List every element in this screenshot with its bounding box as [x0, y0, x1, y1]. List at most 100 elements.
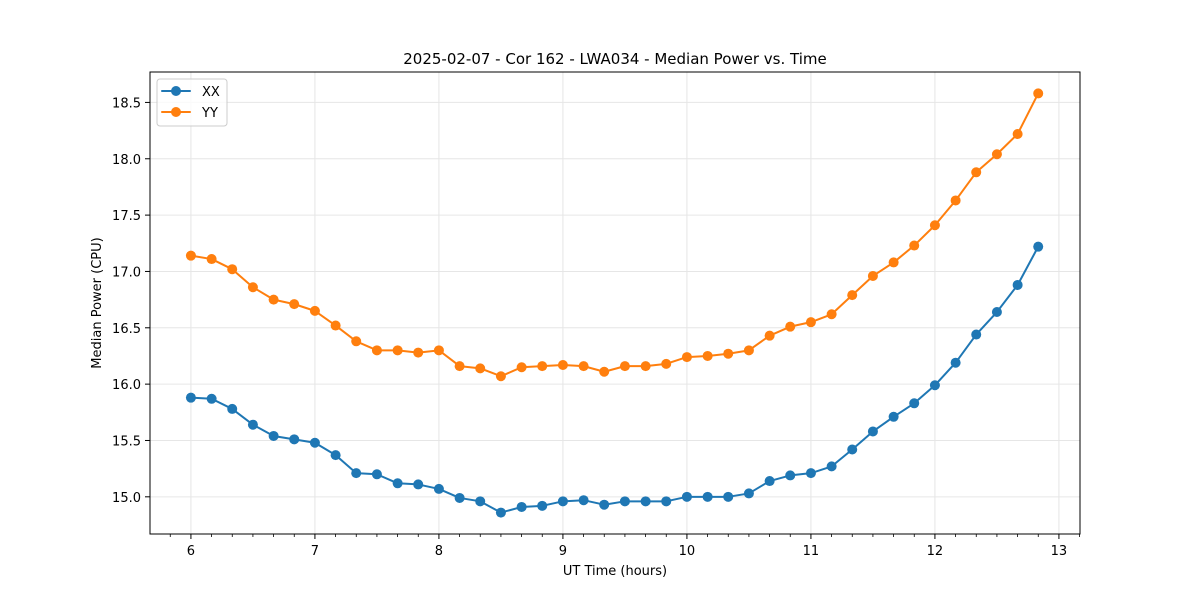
data-point-xx: [371, 469, 382, 480]
legend-label-yy: YY: [201, 106, 218, 121]
data-point-yy: [578, 361, 589, 372]
data-point-yy: [475, 363, 486, 374]
data-point-xx: [971, 329, 982, 340]
data-point-xx: [888, 411, 899, 422]
data-point-xx: [454, 492, 465, 503]
data-point-xx: [785, 470, 796, 481]
x-tick-label: 11: [803, 544, 820, 559]
data-point-yy: [619, 361, 630, 372]
data-point-yy: [516, 362, 527, 373]
data-point-xx: [516, 501, 527, 512]
data-point-yy: [537, 361, 548, 372]
data-point-yy: [764, 330, 775, 341]
data-point-xx: [991, 307, 1002, 318]
data-point-yy: [413, 347, 424, 358]
data-point-xx: [661, 496, 672, 507]
data-point-xx: [247, 419, 258, 430]
data-point-yy: [681, 352, 692, 363]
y-tick-label: 15.0: [112, 491, 141, 506]
data-point-xx: [619, 496, 630, 507]
data-point-xx: [743, 488, 754, 499]
data-point-yy: [330, 320, 341, 331]
data-point-xx: [495, 507, 506, 518]
data-point-xx: [1033, 241, 1044, 252]
data-point-yy: [826, 309, 837, 320]
data-point-xx: [392, 478, 403, 489]
data-point-yy: [702, 350, 713, 361]
chart-title: 2025-02-07 - Cor 162 - LWA034 - Median P…: [403, 50, 827, 68]
x-tick-label: 7: [311, 544, 319, 559]
data-point-yy: [454, 361, 465, 372]
data-point-xx: [537, 500, 548, 511]
x-tick-label: 12: [927, 544, 944, 559]
data-point-xx: [433, 483, 444, 494]
data-point-yy: [495, 371, 506, 382]
data-point-yy: [867, 270, 878, 281]
data-point-xx: [681, 491, 692, 502]
data-point-xx: [227, 403, 238, 414]
data-point-xx: [578, 495, 589, 506]
y-tick-label: 18.0: [112, 153, 141, 168]
data-point-yy: [785, 321, 796, 332]
data-point-yy: [206, 254, 217, 265]
data-point-yy: [805, 317, 816, 328]
data-point-xx: [206, 393, 217, 404]
y-tick-label: 15.5: [112, 434, 141, 449]
data-point-xx: [475, 496, 486, 507]
data-point-yy: [185, 250, 196, 261]
series-layer: [185, 88, 1044, 518]
data-point-yy: [909, 240, 920, 251]
data-point-yy: [351, 336, 362, 347]
data-point-xx: [847, 444, 858, 455]
x-tick-label: 9: [559, 544, 567, 559]
data-point-xx: [723, 491, 734, 502]
data-point-xx: [909, 398, 920, 409]
axis-ticks: 6 7 8 9 10 11 12 13 15.0 15.5 16.0 16.5 17.0 17.5 18.0…: [112, 96, 1080, 559]
data-point-yy: [723, 348, 734, 359]
data-point-yy: [557, 359, 568, 370]
plot-area-frame: [149, 71, 1081, 535]
data-point-xx: [351, 468, 362, 479]
data-point-xx: [185, 392, 196, 403]
x-axis-label: UT Time (hours): [563, 564, 667, 579]
data-point-xx: [413, 479, 424, 490]
data-point-yy: [1012, 128, 1023, 139]
data-point-xx: [826, 461, 837, 472]
data-point-xx: [702, 491, 713, 502]
data-point-xx: [867, 426, 878, 437]
data-point-xx: [640, 496, 651, 507]
data-point-yy: [268, 294, 279, 305]
data-point-yy: [392, 345, 403, 356]
x-tick-label: 10: [679, 544, 696, 559]
data-point-yy: [309, 305, 320, 316]
grid-lines: [150, 72, 1080, 534]
legend-label-xx: XX: [202, 85, 220, 100]
data-point-xx: [309, 437, 320, 448]
legend: XX YY: [156, 78, 228, 127]
data-point-yy: [371, 345, 382, 356]
data-point-xx: [330, 450, 341, 461]
data-point-xx: [929, 380, 940, 391]
y-tick-label: 16.0: [112, 378, 141, 393]
data-point-yy: [247, 282, 258, 293]
data-point-xx: [557, 496, 568, 507]
data-point-yy: [227, 264, 238, 275]
data-point-yy: [971, 167, 982, 178]
data-point-yy: [929, 220, 940, 231]
data-point-yy: [640, 361, 651, 372]
x-tick-label: 6: [187, 544, 195, 559]
data-point-yy: [950, 195, 961, 206]
data-point-yy: [743, 345, 754, 356]
data-point-yy: [433, 345, 444, 356]
data-point-yy: [888, 257, 899, 268]
data-point-xx: [764, 476, 775, 487]
data-point-yy: [991, 149, 1002, 160]
legend-marker-yy: [171, 107, 181, 117]
y-tick-label: 16.5: [112, 322, 141, 337]
data-point-xx: [1012, 279, 1023, 290]
y-tick-label: 18.5: [112, 96, 141, 111]
data-point-yy: [1033, 88, 1044, 99]
y-axis-label: Median Power (CPU): [90, 237, 105, 368]
data-point-yy: [599, 366, 610, 377]
